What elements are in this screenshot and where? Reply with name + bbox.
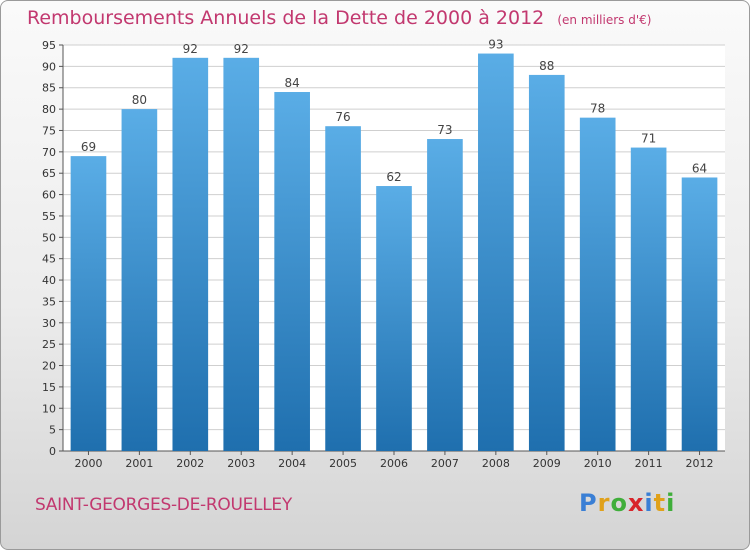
- y-tick-label: 10: [42, 402, 56, 415]
- bar-value-label: 93: [488, 38, 503, 52]
- y-tick-label: 35: [42, 295, 56, 308]
- bar-value-label: 78: [590, 102, 605, 116]
- bar-value-label: 92: [183, 42, 198, 56]
- y-tick-label: 90: [42, 60, 56, 73]
- bar-value-label: 62: [386, 170, 401, 184]
- y-tick-label: 60: [42, 189, 56, 202]
- title-text: Remboursements Annuels de la Dette de 20…: [27, 7, 545, 29]
- bar: [579, 117, 616, 451]
- y-tick-label: 50: [42, 231, 56, 244]
- y-tick-label: 30: [42, 317, 56, 330]
- logo-letter: x: [627, 489, 645, 517]
- bar-value-label: 76: [335, 110, 350, 124]
- bar: [274, 92, 310, 451]
- x-tick-label: 2009: [533, 457, 561, 470]
- bar: [223, 57, 260, 452]
- logo-letter: o: [610, 489, 628, 517]
- y-tick-label: 55: [42, 210, 56, 223]
- y-tick-label: 95: [42, 39, 56, 52]
- bar-value-label: 71: [641, 132, 656, 146]
- bar: [528, 74, 565, 452]
- bar-value-label: 73: [437, 123, 452, 137]
- logo-letter: P: [579, 489, 598, 517]
- bar-value-label: 84: [285, 76, 300, 90]
- unit-note: (en milliers d'€): [557, 13, 652, 27]
- y-tick-label: 80: [42, 103, 56, 116]
- y-tick-label: 25: [42, 338, 56, 351]
- bar: [172, 57, 209, 452]
- bar-value-label: 88: [539, 59, 554, 73]
- x-tick-label: 2000: [74, 457, 102, 470]
- y-tick-label: 5: [49, 424, 56, 437]
- logo-letter: i: [644, 489, 654, 517]
- x-tick-label: 2004: [278, 457, 306, 470]
- x-tick-label: 2003: [227, 457, 255, 470]
- y-tick-label: 45: [42, 253, 56, 266]
- x-tick-label: 2010: [584, 457, 612, 470]
- bar-value-label: 80: [132, 93, 147, 107]
- bar-value-label: 64: [692, 161, 707, 175]
- bar-value-label: 69: [81, 140, 96, 154]
- x-tick-label: 2011: [635, 457, 663, 470]
- x-tick-label: 2008: [482, 457, 510, 470]
- x-tick-label: 2007: [431, 457, 459, 470]
- bar: [681, 177, 718, 452]
- bar: [70, 156, 107, 451]
- y-tick-label: 20: [42, 360, 56, 373]
- logo-letter: i: [666, 489, 676, 517]
- logo-letter: t: [653, 489, 667, 517]
- x-tick-label: 2005: [329, 457, 357, 470]
- y-tick-label: 15: [42, 381, 56, 394]
- bar: [121, 109, 158, 452]
- x-tick-label: 2002: [176, 457, 204, 470]
- y-tick-label: 40: [42, 274, 56, 287]
- y-tick-label: 70: [42, 146, 56, 159]
- x-tick-label: 2006: [380, 457, 408, 470]
- bar: [630, 147, 667, 451]
- bar: [325, 126, 361, 451]
- logo-letter: r: [597, 489, 611, 517]
- commune-name: SAINT-GEORGES-DE-ROUELLEY: [35, 495, 292, 515]
- x-tick-label: 2012: [686, 457, 714, 470]
- bar: [427, 139, 463, 451]
- y-tick-label: 0: [49, 445, 56, 458]
- bar-value-label: 92: [234, 42, 249, 56]
- chart-title: Remboursements Annuels de la Dette de 20…: [27, 7, 651, 29]
- bar: [376, 186, 412, 451]
- y-tick-label: 75: [42, 124, 56, 137]
- proxiti-logo: Proxiti: [579, 489, 675, 517]
- y-tick-label: 65: [42, 167, 56, 180]
- y-tick-label: 85: [42, 82, 56, 95]
- bar: [478, 53, 514, 452]
- x-tick-label: 2001: [125, 457, 153, 470]
